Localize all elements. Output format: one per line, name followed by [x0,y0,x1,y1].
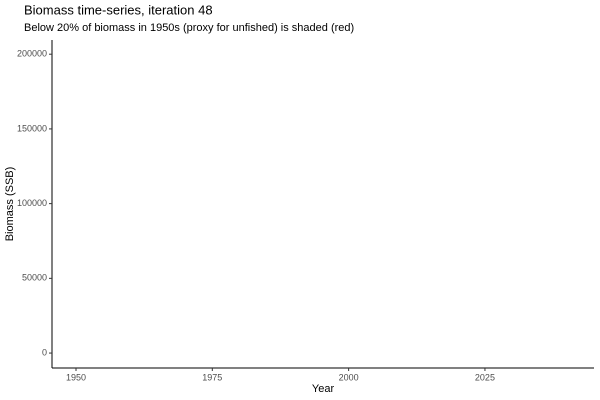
y-tick-label: 200000 [17,49,47,59]
x-tick-label: 2025 [475,372,495,382]
y-tick-label: 100000 [17,198,47,208]
x-tick-label: 1975 [202,372,222,382]
y-tick-label: 0 [42,347,47,357]
x-axis-label: Year [312,383,335,395]
y-tick-label: 50000 [22,273,47,283]
chart-subtitle: Below 20% of biomass in 1950s (proxy for… [24,22,354,34]
x-tick-label: 2000 [339,372,359,382]
y-tick-label: 150000 [17,123,47,133]
x-tick-label: 1950 [66,372,86,382]
y-axis-label: Biomass (SSB) [4,167,16,242]
chart-title: Biomass time-series, iteration 48 [24,2,213,17]
